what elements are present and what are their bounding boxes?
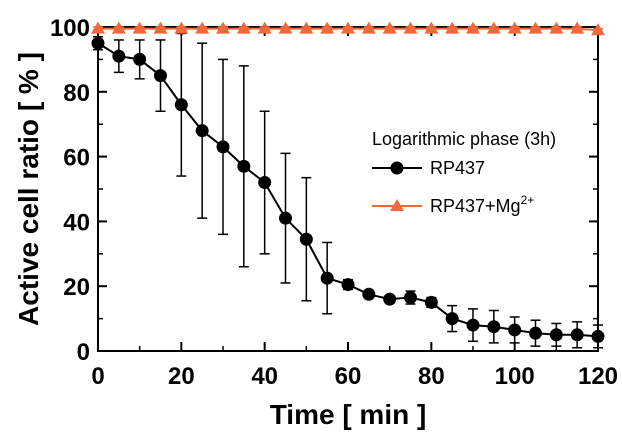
data-point [528, 21, 543, 34]
data-point [216, 21, 230, 34]
legend: Logarithmic phase (3h) RP437 RP437+Mg2+ [372, 129, 556, 216]
data-point [195, 124, 209, 138]
y-tick-label: 60 [63, 145, 90, 172]
legend-marker-rp437 [390, 161, 404, 175]
tick-labels: 0 20 40 60 80 100 120 0 20 40 60 80 100 [50, 15, 618, 390]
data-point [591, 23, 605, 36]
data-point [195, 21, 210, 34]
data-point [404, 291, 417, 305]
data-point [154, 69, 167, 83]
x-tick-label: 40 [251, 363, 278, 390]
data-point [132, 21, 147, 34]
x-tick-label: 60 [335, 363, 362, 390]
data-point [257, 21, 272, 34]
data-point [549, 21, 564, 34]
data-point [424, 21, 439, 34]
data-point [362, 287, 376, 301]
data-point [320, 271, 334, 285]
series-line [97, 42, 599, 338]
data-point [278, 21, 293, 34]
data-point [383, 292, 397, 306]
data-point [133, 52, 147, 66]
x-tick-label: 20 [168, 363, 195, 390]
data-point [486, 21, 501, 34]
data-point [236, 21, 251, 34]
data-point [445, 312, 459, 326]
plot-frame [97, 26, 599, 352]
axis-ticks [97, 26, 599, 352]
x-tick-label: 0 [91, 363, 104, 390]
data-point [258, 176, 272, 190]
legend-marker-rp437-mg [390, 199, 404, 211]
y-tick-label: 20 [63, 274, 90, 301]
legend-label-rp437-mg: RP437+Mg2+ [430, 193, 534, 216]
data-point [91, 36, 105, 50]
data-point [570, 21, 585, 34]
x-axis-title: Time [ min ] [270, 399, 427, 430]
data-point [361, 21, 376, 34]
data-point [174, 21, 189, 34]
data-point [424, 295, 438, 309]
data-point [299, 232, 313, 246]
data-point [508, 323, 522, 337]
data-point [507, 21, 522, 34]
data-point [112, 49, 126, 63]
series-rp437 [91, 32, 605, 349]
x-tick-label: 80 [418, 363, 445, 390]
data-point [549, 328, 563, 342]
data-point [445, 21, 460, 34]
data-point [487, 320, 501, 334]
data-point [466, 318, 480, 332]
data-point [341, 21, 355, 34]
data-point [320, 21, 335, 34]
series-rp437-mg [91, 21, 605, 36]
data-point [153, 21, 168, 34]
y-axis-title: Active cell ratio [ % ] [13, 52, 44, 326]
data-point [279, 211, 292, 225]
data-point [529, 326, 542, 340]
data-point [91, 21, 105, 34]
data-point [382, 21, 397, 34]
data-point [237, 159, 251, 173]
data-point [466, 21, 480, 34]
data-point [174, 98, 188, 112]
x-tick-label: 120 [578, 363, 618, 390]
data-point [111, 21, 126, 34]
y-tick-label: 0 [77, 339, 90, 366]
x-tick-label: 100 [495, 363, 535, 390]
data-point [341, 278, 355, 292]
legend-title: Logarithmic phase (3h) [372, 129, 556, 149]
legend-label-rp437: RP437 [430, 158, 485, 178]
data-point [570, 328, 584, 342]
data-point [591, 329, 605, 343]
data-point [216, 140, 230, 154]
data-point [403, 21, 418, 34]
y-tick-label: 40 [63, 209, 90, 236]
series-layer [91, 21, 605, 349]
data-point [299, 21, 314, 34]
y-tick-label: 80 [63, 80, 90, 107]
y-tick-label: 100 [50, 15, 90, 42]
